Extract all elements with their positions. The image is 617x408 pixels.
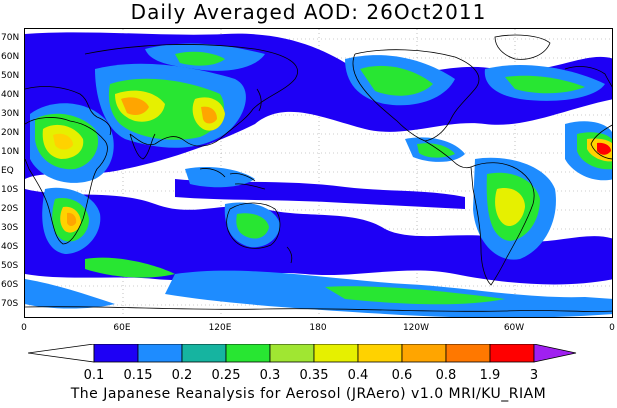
- colorbar-tick-label: 0.1: [83, 368, 105, 383]
- colorbar-segment: [357, 344, 403, 363]
- lat-label: 10N: [1, 147, 20, 157]
- colorbar-tick-label: 0.3: [259, 368, 281, 383]
- lon-label: 180: [309, 323, 327, 333]
- coastlines: [25, 34, 612, 312]
- colorbar-tick-label: 3: [529, 368, 539, 383]
- colorbar-segment: [489, 344, 535, 363]
- colorbar-segment: [93, 344, 139, 363]
- lon-label: 0: [21, 323, 27, 333]
- lat-label: 50N: [1, 71, 20, 81]
- lon-label: 0: [609, 323, 615, 333]
- lat-label: 40N: [1, 90, 20, 100]
- credit-text: The Japanese Reanalysis for Aerosol (JRA…: [70, 386, 547, 402]
- colorbar-segment: [181, 344, 227, 363]
- aod-field: [25, 29, 612, 317]
- colorbar-tick-label: 0.35: [299, 368, 329, 383]
- colorbar-tick-label: 0.25: [211, 368, 241, 383]
- lat-label: 10S: [1, 185, 19, 195]
- colorbar-tick-label: 1.9: [479, 368, 501, 383]
- colorbar-tick-label: 0.6: [391, 368, 413, 383]
- lat-label: 60S: [1, 280, 19, 290]
- colorbar-segment: [137, 344, 183, 363]
- colorbar-segment: [533, 344, 577, 363]
- lat-label: EQ: [1, 166, 14, 176]
- aod-shading: [25, 32, 612, 317]
- lon-label: 120W: [402, 323, 430, 333]
- lat-label: 20S: [1, 204, 19, 214]
- lat-label: 50S: [1, 261, 19, 271]
- colorbar-tick-label: 0.4: [347, 368, 369, 383]
- lat-label: 30S: [1, 223, 19, 233]
- lat-label: 20N: [1, 128, 20, 138]
- map-title: Daily Averaged AOD: 26Oct2011: [130, 0, 487, 24]
- lat-label: 70S: [1, 299, 19, 309]
- lat-label: 60N: [1, 52, 20, 62]
- colorbar-segment: [313, 344, 359, 363]
- aod-map: [24, 28, 613, 318]
- lon-label: 120E: [208, 323, 232, 333]
- colorbar: [28, 344, 577, 363]
- lon-label: 60W: [503, 323, 525, 333]
- colorbar-segment: [269, 344, 315, 363]
- lat-label: 30N: [1, 109, 20, 119]
- lat-label: 70N: [1, 33, 20, 43]
- lon-label: 60E: [113, 323, 131, 333]
- colorbar-segment: [401, 344, 447, 363]
- colorbar-tick-label: 0.2: [171, 368, 193, 383]
- lat-label: 40S: [1, 242, 19, 252]
- colorbar-tick-label: 0.8: [435, 368, 457, 383]
- colorbar-segment: [445, 344, 491, 363]
- colorbar-segment: [28, 344, 95, 363]
- colorbar-tick-label: 0.15: [123, 368, 153, 383]
- colorbar-segment: [225, 344, 271, 363]
